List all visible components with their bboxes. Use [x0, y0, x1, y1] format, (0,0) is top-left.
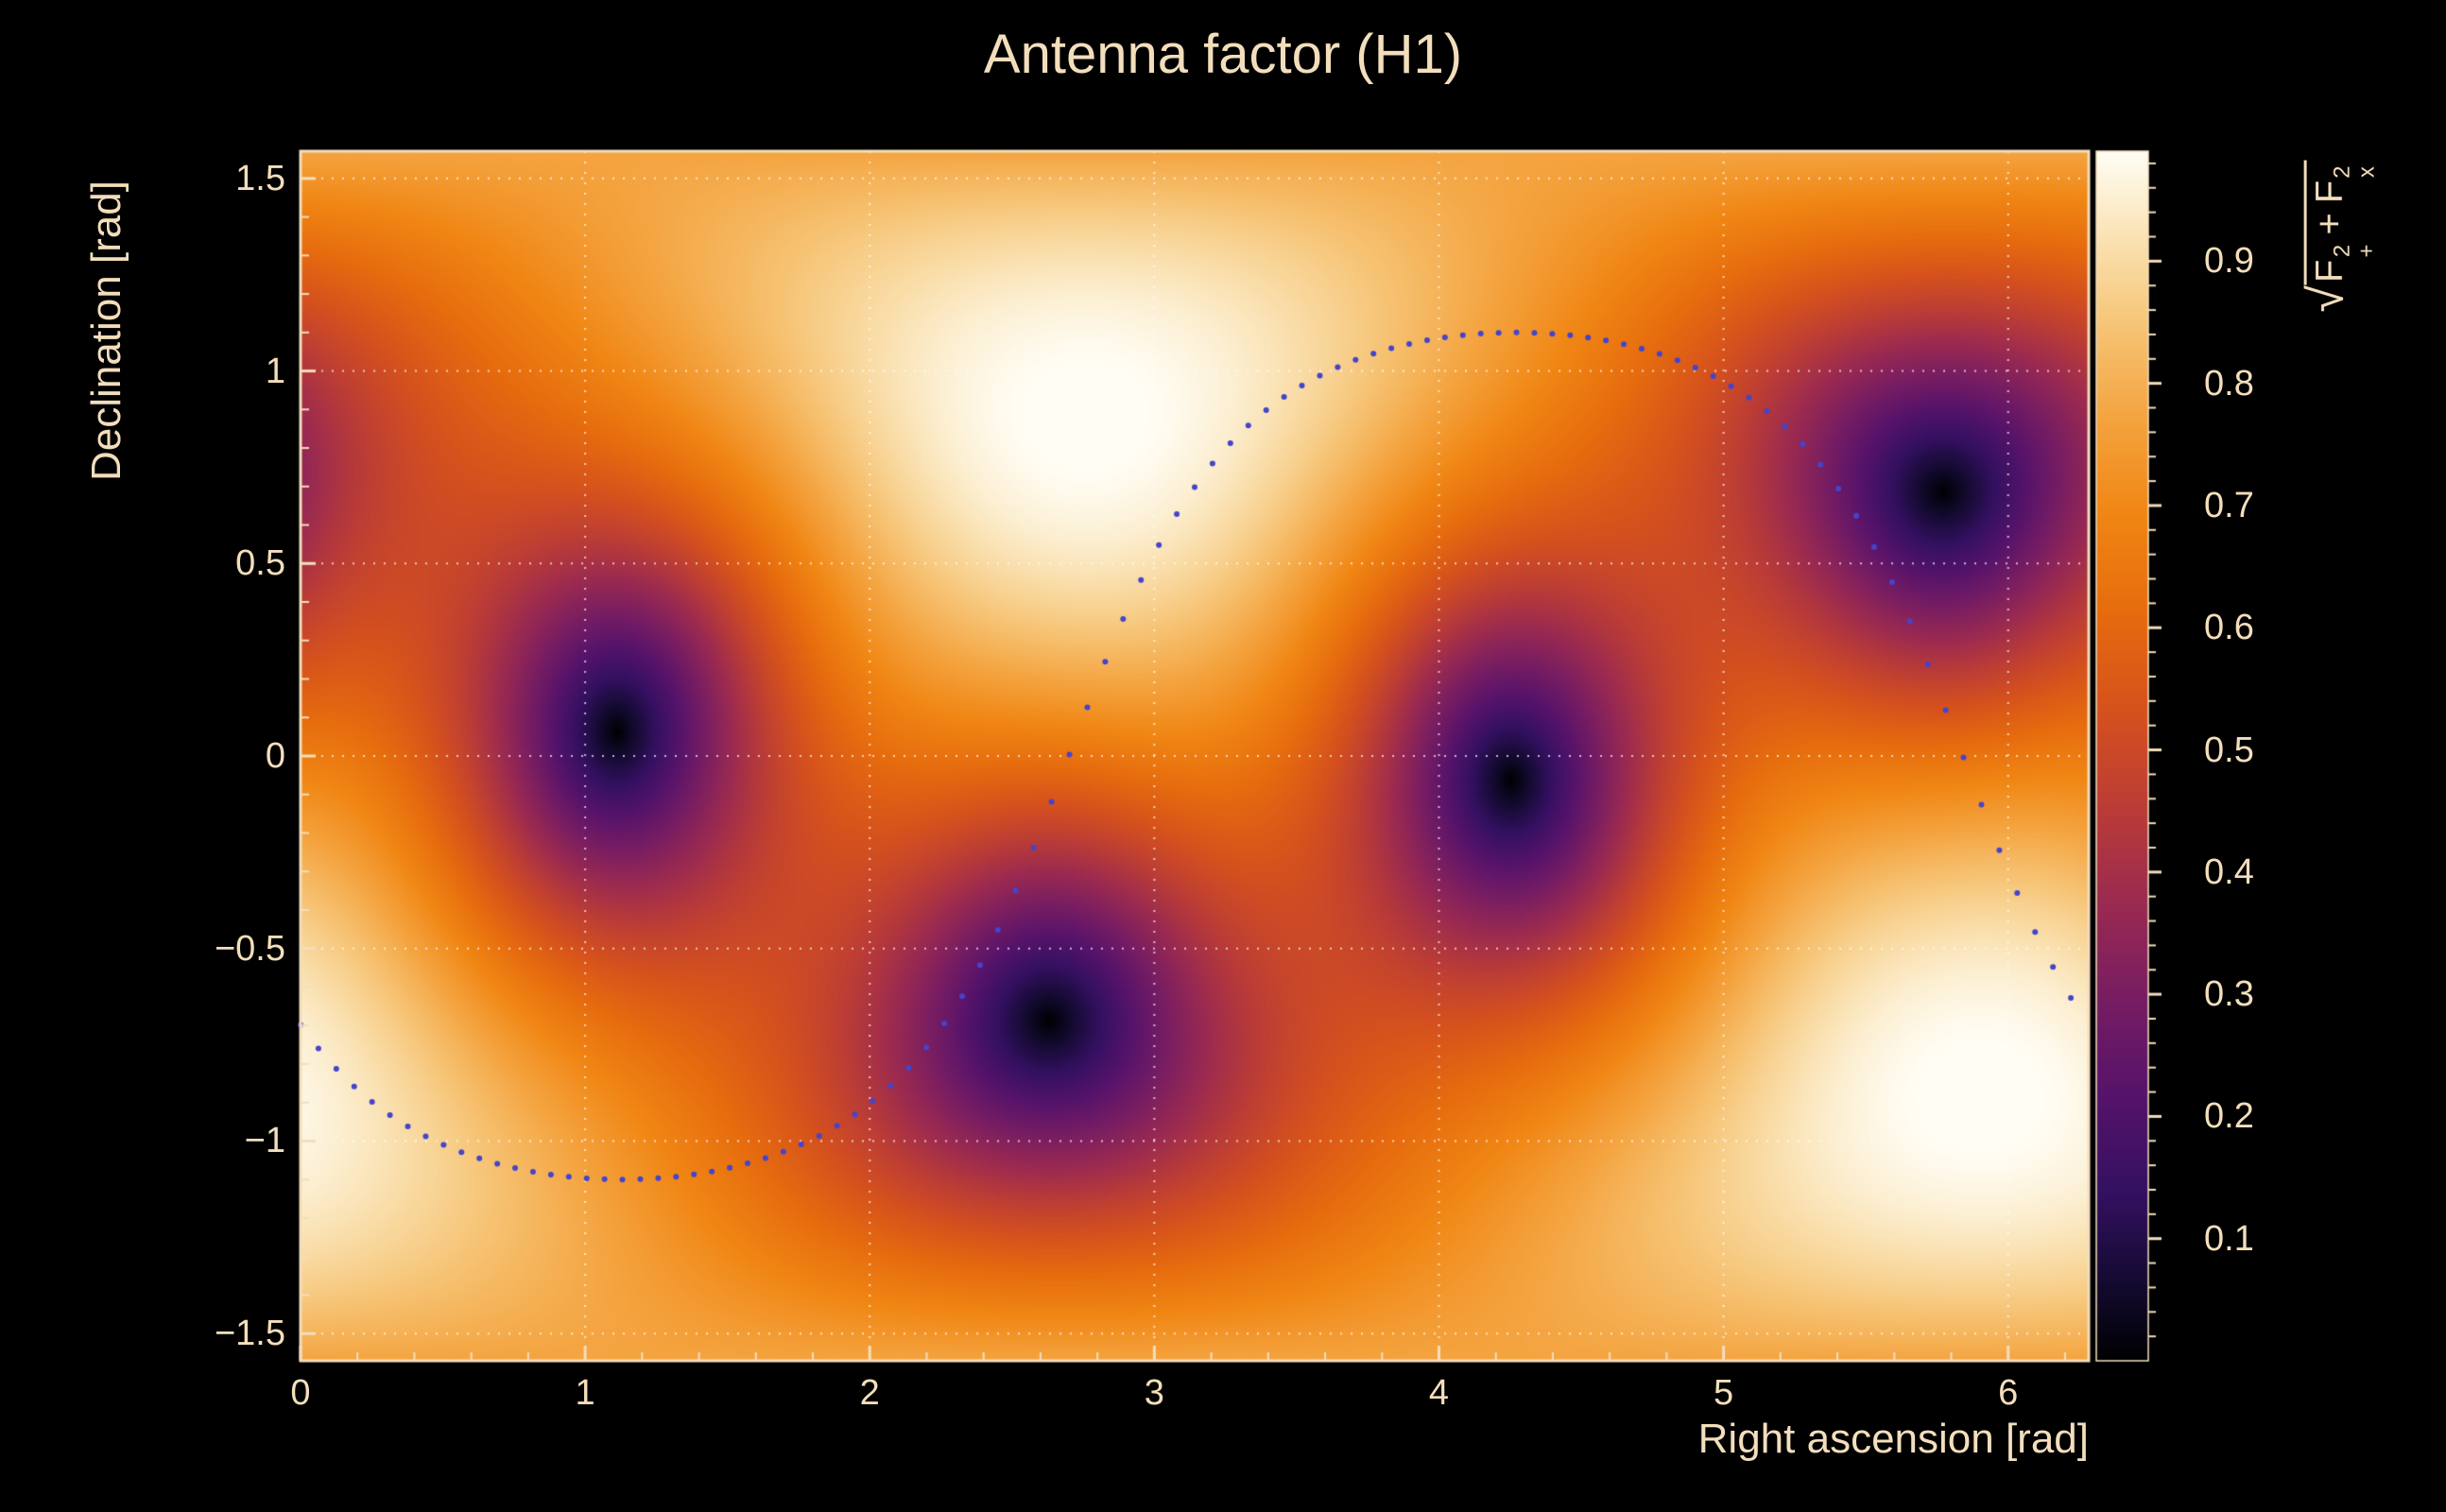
colorbar-tick-label: 0.5	[2204, 730, 2254, 770]
y-tick-label: 0	[265, 736, 285, 776]
colorbar-tick-label: 0.7	[2204, 485, 2254, 525]
colorbar-tick-label: 0.8	[2204, 363, 2254, 404]
y-tick-label: 0.5	[235, 543, 285, 584]
f-cross-symbol: F	[2308, 180, 2351, 204]
x-tick-label: 0	[290, 1373, 311, 1413]
radicand: F 2 + +F 2 x	[2303, 160, 2380, 286]
y-axis-title: Declination [rad]	[83, 180, 129, 481]
x-tick-label: 6	[1998, 1373, 2019, 1413]
colorbar-tick-label: 0.4	[2204, 851, 2254, 892]
x-tick-label: 5	[1714, 1373, 1734, 1413]
plus-operator: +	[2308, 213, 2351, 235]
x-tick-label: 4	[1428, 1373, 1450, 1413]
x-tick-label: 3	[1144, 1373, 1164, 1413]
y-tick-label: 1.5	[235, 158, 285, 198]
colorbar-tick-label: 0.1	[2204, 1218, 2254, 1259]
x-tick-label: 1	[575, 1373, 595, 1413]
colorbar-tick-label: 0.9	[2204, 241, 2254, 282]
y-tick-label: −1	[244, 1121, 285, 1161]
y-tick-label: −1.5	[214, 1314, 285, 1354]
y-tick-label: 1	[265, 351, 285, 391]
chart-title: Antenna factor (H1)	[983, 24, 1463, 85]
y-tick-label: −0.5	[214, 928, 285, 969]
f-plus-symbol: F	[2308, 259, 2351, 284]
colorbar-title: √ F 2 + +F 2 x	[2299, 160, 2380, 313]
x-tick-label: 2	[859, 1373, 880, 1413]
colorbar-tick-label: 0.2	[2204, 1096, 2254, 1137]
colorbar-tick-label: 0.6	[2204, 608, 2254, 648]
f-plus-supsub: 2 +	[2330, 244, 2380, 258]
x-axis-title: Right ascension [rad]	[1697, 1416, 2089, 1462]
colorbar-tick-label: 0.3	[2204, 974, 2254, 1015]
sqrt-symbol: √	[2299, 285, 2354, 313]
